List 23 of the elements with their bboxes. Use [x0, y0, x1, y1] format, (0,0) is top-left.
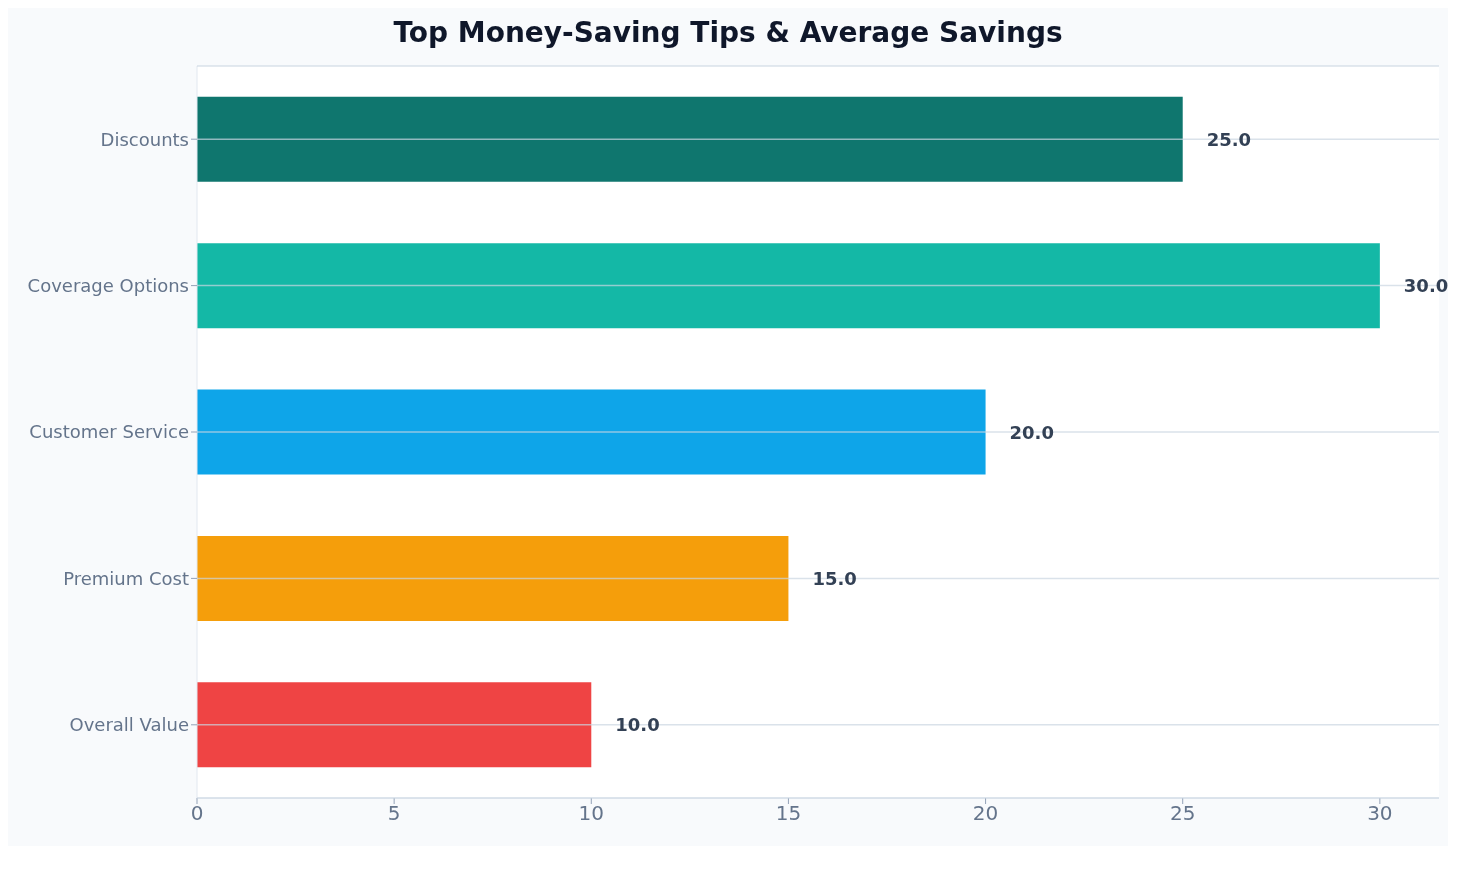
- bar: [197, 535, 789, 621]
- y-tick-label: Premium Cost: [63, 567, 189, 589]
- x-tick-label: 25: [1169, 801, 1196, 826]
- x-tick-label: 15: [775, 801, 802, 826]
- chart-title: Top Money-Saving Tips & Average Savings: [392, 15, 1064, 51]
- bar: [197, 389, 986, 475]
- y-tick-label: Customer Service: [29, 421, 189, 443]
- y-tick-label: Coverage Options: [27, 274, 189, 296]
- x-tick-label: 0: [190, 801, 204, 826]
- data-label: 25.0: [1206, 128, 1252, 150]
- data-label: 20.0: [1009, 421, 1054, 443]
- data-label: 15.0: [812, 567, 857, 589]
- x-tick-label: 10: [578, 801, 605, 826]
- x-tick-label: 20: [972, 801, 999, 826]
- bar: [197, 96, 1183, 182]
- bar: [197, 682, 592, 768]
- y-tick-label: Discounts: [100, 128, 189, 150]
- data-label: 10.0: [615, 714, 660, 736]
- data-label: 30.0: [1403, 275, 1449, 297]
- bar: [197, 243, 1380, 329]
- y-tick-label: Overall Value: [69, 714, 189, 736]
- x-tick-label: 5: [387, 801, 401, 826]
- x-tick-label: 30: [1367, 801, 1393, 826]
